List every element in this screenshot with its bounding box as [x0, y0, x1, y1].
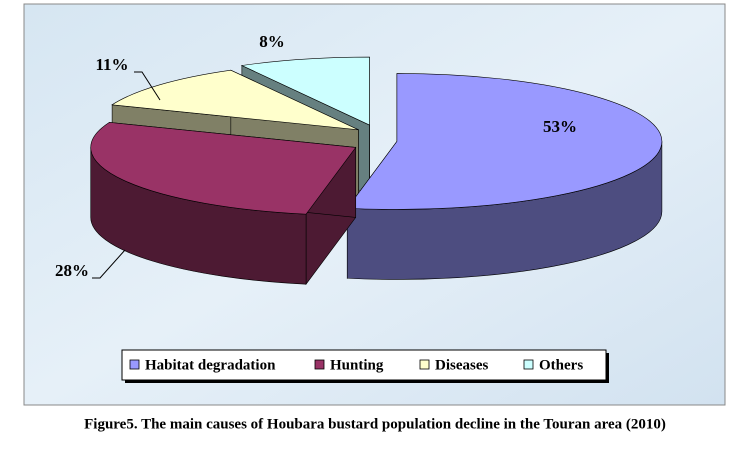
slice	[111, 69, 359, 131]
slice	[346, 73, 663, 210]
legend-label: Hunting	[330, 357, 384, 373]
data-label: 8%	[259, 32, 285, 51]
leader-line	[92, 249, 126, 279]
legend-swatch	[419, 359, 430, 370]
legend-label: Diseases	[435, 357, 488, 373]
legend-label: Others	[539, 357, 583, 373]
legend-swatch	[129, 359, 140, 370]
slice	[240, 56, 370, 126]
data-label: 28%	[55, 261, 89, 280]
data-label: 11%	[95, 55, 128, 74]
pie: 53% 28% 11% 8%	[55, 32, 663, 286]
slice	[90, 122, 357, 215]
data-label: 53%	[543, 117, 577, 136]
leader-line	[134, 71, 161, 101]
legend-label: Habitat degradation	[145, 357, 276, 373]
legend-items: Habitat degradation Hunting Diseases Others	[129, 357, 583, 373]
legend-swatch	[523, 359, 534, 370]
legend-swatch	[314, 359, 325, 370]
chart-title: Figure5. The main causes of Houbara bust…	[84, 416, 666, 432]
